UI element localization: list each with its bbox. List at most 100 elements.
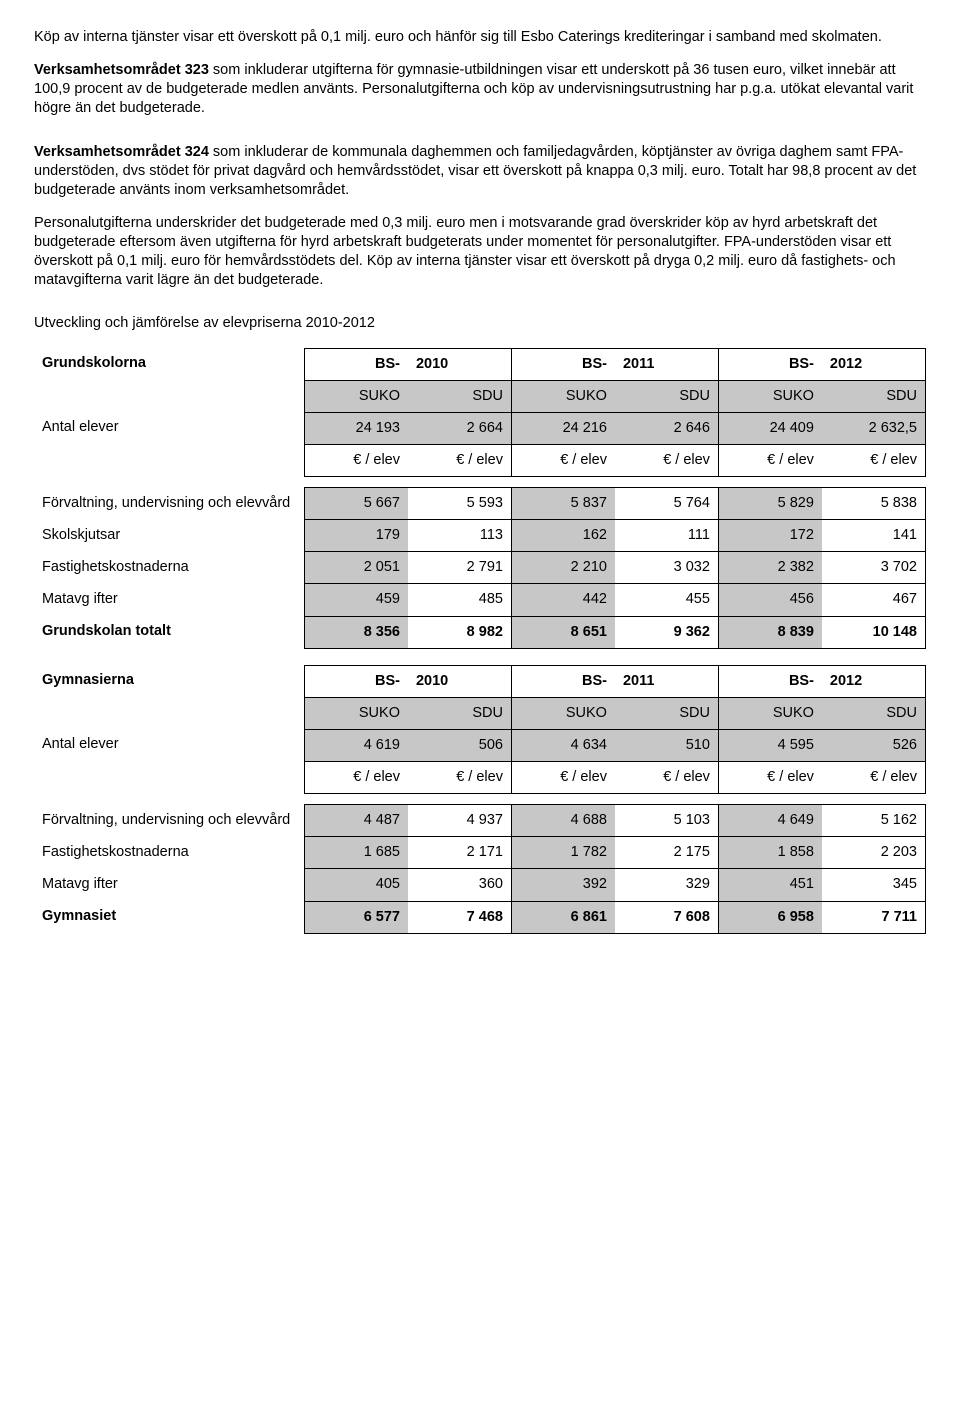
table-row: Fastighetskostnaderna 2 051 2 791 2 210 … — [34, 552, 926, 584]
cell: 4 649 — [718, 805, 821, 837]
cell: 459 — [305, 584, 408, 616]
cell: 8 982 — [408, 616, 511, 648]
cell: 6 861 — [511, 901, 614, 933]
cell: 6 958 — [718, 901, 821, 933]
cell: 7 468 — [408, 901, 511, 933]
hdr-sdu: SDU — [408, 697, 511, 729]
cell: 1 782 — [511, 837, 614, 869]
bs-label: BS- — [305, 348, 408, 380]
cell: 8 839 — [718, 616, 821, 648]
grund-title: Grundskolorna — [34, 348, 305, 380]
cell: 2 646 — [615, 412, 718, 444]
cell: 5 837 — [511, 488, 614, 520]
cell: 4 937 — [408, 805, 511, 837]
cell: 5 829 — [718, 488, 821, 520]
cell: 5 593 — [408, 488, 511, 520]
cell: 7 711 — [822, 901, 926, 933]
spacer — [34, 477, 926, 488]
bold-area-323: Verksamhetsområdet 323 — [34, 62, 209, 78]
per-elev: € / elev — [822, 762, 926, 794]
table-row: Fastighetskostnaderna 1 685 2 171 1 782 … — [34, 837, 926, 869]
cell: 5 667 — [305, 488, 408, 520]
hdr-suko: SUKO — [718, 380, 821, 412]
table-row: Gymnasierna BS- 2010 BS- 2011 BS- 2012 — [34, 665, 926, 697]
cell: 360 — [408, 869, 511, 901]
table-row: Antal elever 4 619 506 4 634 510 4 595 5… — [34, 729, 926, 761]
cell: 10 148 — [822, 616, 926, 648]
table-row: Grundskolorna BS- 2010 BS- 2011 BS- 2012 — [34, 348, 926, 380]
cell: 179 — [305, 520, 408, 552]
cell: 4 634 — [511, 729, 614, 761]
table-grundskolorna: Grundskolorna BS- 2010 BS- 2011 BS- 2012… — [34, 348, 926, 649]
cell: 7 608 — [615, 901, 718, 933]
per-elev: € / elev — [822, 444, 926, 476]
cell: 4 619 — [305, 729, 408, 761]
hdr-suko: SUKO — [511, 380, 614, 412]
cell: 485 — [408, 584, 511, 616]
row-label: Grundskolan totalt — [34, 616, 305, 648]
per-elev: € / elev — [718, 762, 821, 794]
paragraph-1: Köp av interna tjänster visar ett översk… — [34, 28, 926, 47]
cell: 2 171 — [408, 837, 511, 869]
table-row: Grundskolan totalt 8 356 8 982 8 651 9 3… — [34, 616, 926, 648]
cell: 141 — [822, 520, 926, 552]
hdr-sdu: SDU — [615, 380, 718, 412]
table-row: Förvaltning, undervisning och elevvård 4… — [34, 805, 926, 837]
hdr-suko: SUKO — [511, 697, 614, 729]
table-row: Förvaltning, undervisning och elevvård 5… — [34, 488, 926, 520]
gymn-title: Gymnasierna — [34, 665, 305, 697]
paragraph-3: Verksamhetsområdet 324 som inkluderar de… — [34, 143, 926, 200]
table-row: SUKO SDU SUKO SDU SUKO SDU — [34, 697, 926, 729]
table-row: Gymnasiet 6 577 7 468 6 861 7 608 6 958 … — [34, 901, 926, 933]
per-elev: € / elev — [615, 444, 718, 476]
bs-label: BS- — [305, 665, 408, 697]
row-label: Gymnasiet — [34, 901, 305, 933]
compare-title: Utveckling och jämförelse av elevprisern… — [34, 314, 926, 333]
table-row: Matavg ifter 405 360 392 329 451 345 — [34, 869, 926, 901]
cell: 9 362 — [615, 616, 718, 648]
paragraph-2: Verksamhetsområdet 323 som inkluderar ut… — [34, 61, 926, 118]
bs-label: BS- — [511, 348, 614, 380]
cell: 2 632,5 — [822, 412, 926, 444]
row-label: Förvaltning, undervisning och elevvård — [34, 488, 305, 520]
cell: 345 — [822, 869, 926, 901]
cell: 456 — [718, 584, 821, 616]
cell: 172 — [718, 520, 821, 552]
cell: 510 — [615, 729, 718, 761]
cell: 162 — [511, 520, 614, 552]
row-label: Förvaltning, undervisning och elevvård — [34, 805, 305, 837]
bold-area-324: Verksamhetsområdet 324 — [34, 144, 209, 160]
cell: 24 216 — [511, 412, 614, 444]
cell: 2 791 — [408, 552, 511, 584]
row-label: Fastighetskostnaderna — [34, 837, 305, 869]
cell: 4 688 — [511, 805, 614, 837]
per-elev: € / elev — [305, 762, 408, 794]
cell: 2 175 — [615, 837, 718, 869]
per-elev: € / elev — [305, 444, 408, 476]
spacer — [34, 794, 926, 805]
table-row: € / elev € / elev € / elev € / elev € / … — [34, 444, 926, 476]
hdr-suko: SUKO — [305, 380, 408, 412]
hdr-sdu: SDU — [822, 380, 926, 412]
row-label: Matavg ifter — [34, 584, 305, 616]
cell: 6 577 — [305, 901, 408, 933]
cell: 5 764 — [615, 488, 718, 520]
cell: 1 685 — [305, 837, 408, 869]
table-row: SUKO SDU SUKO SDU SUKO SDU — [34, 380, 926, 412]
per-elev: € / elev — [511, 444, 614, 476]
table-row: Matavg ifter 459 485 442 455 456 467 — [34, 584, 926, 616]
cell: 392 — [511, 869, 614, 901]
cell: 24 409 — [718, 412, 821, 444]
cell: 5 838 — [822, 488, 926, 520]
cell: 451 — [718, 869, 821, 901]
cell: 455 — [615, 584, 718, 616]
year-2010: 2010 — [408, 665, 511, 697]
table-row: € / elev € / elev € / elev € / elev € / … — [34, 762, 926, 794]
bs-label: BS- — [718, 665, 821, 697]
row-label: Antal elever — [34, 729, 305, 761]
cell: 2 203 — [822, 837, 926, 869]
cell: 467 — [822, 584, 926, 616]
cell: 1 858 — [718, 837, 821, 869]
cell: 8 651 — [511, 616, 614, 648]
bs-label: BS- — [718, 348, 821, 380]
